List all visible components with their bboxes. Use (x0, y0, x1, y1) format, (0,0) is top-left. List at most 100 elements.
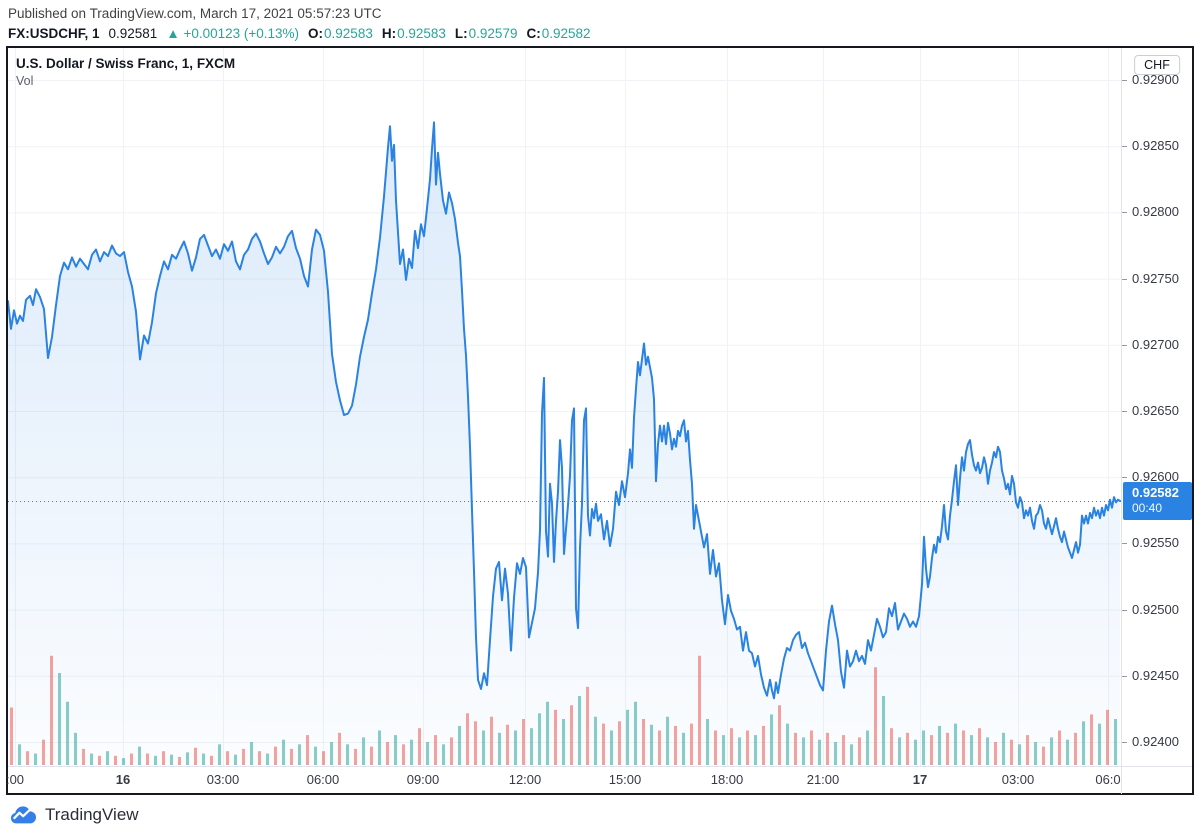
time-axis-label: 12:00 (508, 772, 542, 787)
volume-bar (122, 758, 125, 765)
price-tick-dash (1122, 676, 1127, 677)
volume-bar (930, 735, 933, 765)
time-axis-label: 21:00 (806, 772, 840, 787)
volume-bar (346, 744, 349, 765)
price-axis-label: 0.92400 (1132, 734, 1179, 749)
price-axis-label: 0.92900 (1132, 72, 1179, 87)
volume-bar (818, 739, 821, 765)
volume-bar (874, 667, 877, 765)
volume-bar (410, 739, 413, 765)
volume-bar (274, 746, 277, 765)
time-axis-label: 15:00 (608, 772, 642, 787)
volume-bar (314, 746, 317, 765)
volume-bar (250, 742, 253, 765)
volume-bar (826, 732, 829, 765)
volume-bar (538, 713, 541, 765)
volume-bar (178, 756, 181, 765)
ohlc-open: O:0.92583 (308, 26, 373, 41)
volume-bar (690, 723, 693, 765)
volume-bar (186, 752, 189, 765)
volume-bar (546, 701, 549, 765)
price-scale[interactable]: CHF 0.92582 00:40 0.92900 0.92850 0.92800 0… (1121, 48, 1192, 766)
volume-bar (418, 728, 421, 765)
volume-bar (434, 735, 437, 765)
volume-bar (1114, 719, 1117, 765)
price-axis-label: 0.92500 (1132, 602, 1179, 617)
price-axis-label: 0.92850 (1132, 138, 1179, 153)
price-tick-dash (1122, 411, 1127, 412)
price-area-chart[interactable] (8, 48, 1121, 766)
volume-bar (978, 728, 981, 765)
volume-bar (610, 730, 613, 765)
low-label: L: (454, 26, 468, 41)
volume-bar (234, 754, 237, 765)
price-axis-label: 0.92650 (1132, 403, 1179, 418)
volume-bar (810, 730, 813, 765)
chart-legend: FX:USDCHF, 1 0.92581 ▲ +0.00123 (+0.13%)… (8, 26, 591, 41)
volume-bar (594, 716, 597, 765)
price-axis-label: 0.92450 (1132, 668, 1179, 683)
volume-bar (554, 709, 557, 765)
volume-bar (674, 725, 677, 765)
volume-bar (1018, 744, 1021, 765)
price-line (8, 121, 1121, 700)
price-pane[interactable]: U.S. Dollar / Swiss Franc, 1, FXCM Vol (8, 48, 1121, 766)
tradingview-logo-icon (10, 806, 37, 824)
time-axis-label: 18:00 (710, 772, 744, 787)
volume-bar (962, 730, 965, 765)
time-axis-label: 06:00 (306, 772, 340, 787)
volume-bar (394, 735, 397, 765)
volume-bar (10, 707, 13, 765)
volume-bar (258, 751, 261, 765)
volume-bar (706, 719, 709, 765)
badge-countdown: 00:40 (1132, 501, 1163, 516)
volume-bar (170, 754, 173, 765)
volume-bar (882, 696, 885, 765)
volume-bar (242, 748, 245, 765)
volume-bar (338, 732, 341, 765)
volume-bar (866, 730, 869, 765)
volume-bar (450, 737, 453, 765)
volume-bar (786, 723, 789, 765)
volume-bar (290, 748, 293, 765)
volume-bar (762, 725, 765, 765)
volume-bar (466, 713, 469, 765)
volume-bar (562, 719, 565, 765)
volume-bar (682, 732, 685, 765)
tradingview-brand-text: TradingView (45, 804, 139, 824)
volume-bar (1042, 746, 1045, 765)
price-axis-label: 0.92750 (1132, 271, 1179, 286)
volume-bar (58, 673, 61, 765)
volume-bar (266, 753, 269, 765)
volume-bar (154, 755, 157, 765)
currency-button[interactable]: CHF (1134, 55, 1180, 75)
volume-bar (922, 730, 925, 765)
volume-indicator-label: Vol (16, 74, 34, 88)
volume-bar (74, 732, 77, 765)
volume-bar (330, 742, 333, 765)
volume-bar (1010, 739, 1013, 765)
volume-bar (138, 746, 141, 765)
volume-bar (1026, 735, 1029, 765)
price-tick-dash (1122, 80, 1127, 81)
volume-bar (362, 737, 365, 765)
volume-bar (98, 755, 101, 765)
volume-bar (1090, 714, 1093, 765)
volume-bar (218, 744, 221, 765)
ohlc-high: H:0.92583 (382, 26, 446, 41)
price-axis-label: 0.92550 (1132, 535, 1179, 550)
volume-bar (650, 724, 653, 765)
volume-bar (402, 744, 405, 765)
volume-bar (954, 723, 957, 765)
volume-bar (66, 701, 69, 765)
time-axis[interactable]: :00 16 03:00 06:00 09:00 12:00 15:00 18:00 21:00… (6, 766, 1192, 794)
symbol-interval-label[interactable]: FX:USDCHF, 1 (8, 26, 100, 41)
pane-title: U.S. Dollar / Swiss Franc, 1, FXCM (16, 56, 236, 71)
volume-bar (794, 732, 797, 765)
volume-bar (26, 751, 29, 765)
volume-bar (586, 686, 589, 765)
volume-bar (210, 755, 213, 765)
tradingview-attribution[interactable]: TradingView (8, 803, 139, 826)
volume-bar (770, 714, 773, 765)
volume-bar (106, 751, 109, 765)
